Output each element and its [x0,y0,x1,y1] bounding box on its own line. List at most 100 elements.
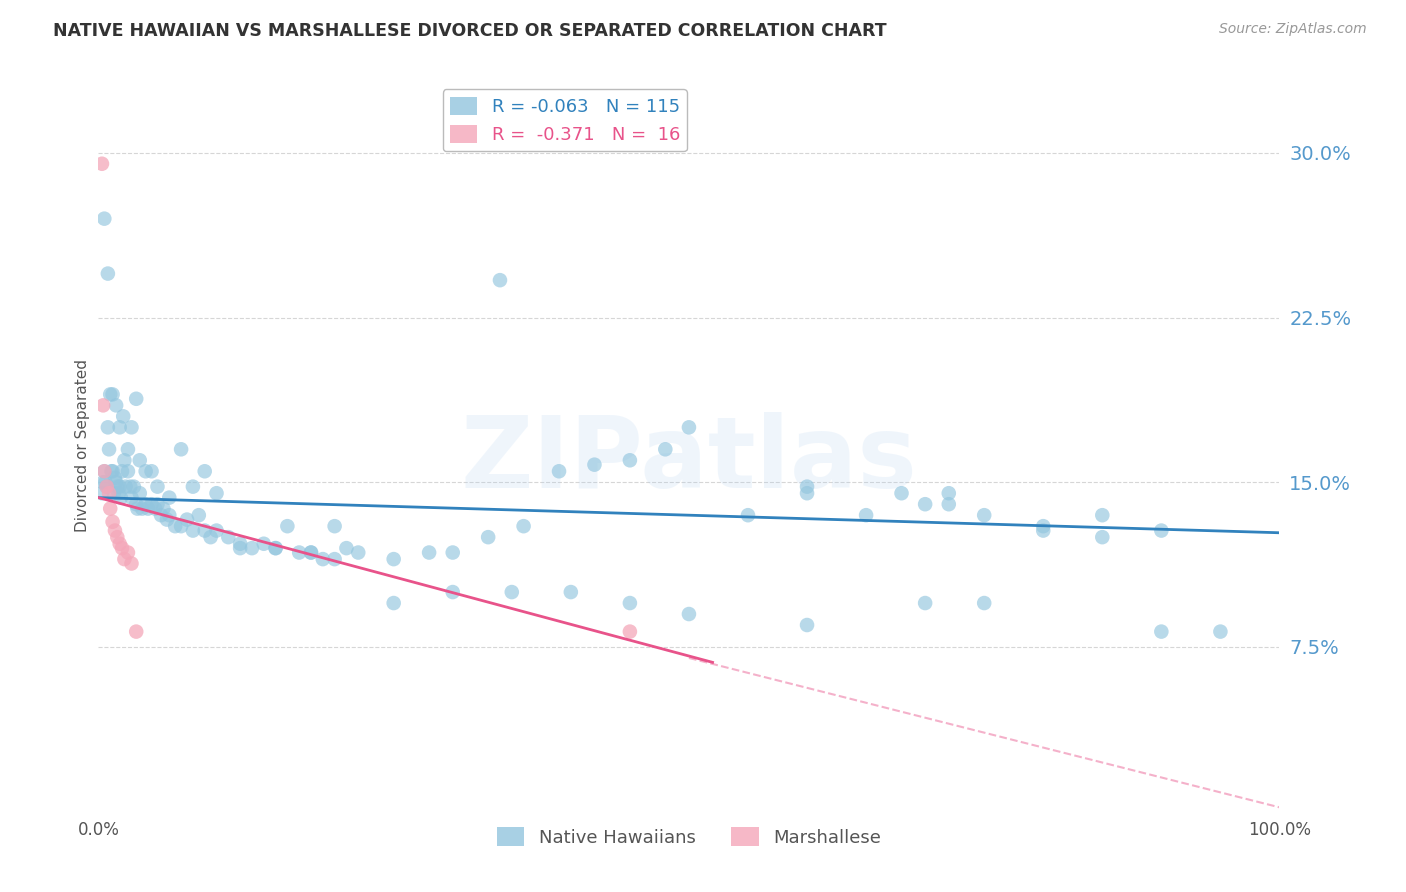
Point [217,530,239,544]
Point [91,157,114,171]
Point [93,464,115,478]
Point [117,545,139,559]
Point [121,491,143,505]
Point [678,607,700,621]
Point [855,508,877,523]
Point [229,541,252,556]
Point [146,480,169,494]
Point [111,541,134,556]
Point [157,508,180,523]
Point [128,453,150,467]
Point [1091,508,1114,523]
Point [105,480,128,494]
Legend: Native Hawaiians, Marshallese: Native Hawaiians, Marshallese [489,820,889,854]
Text: ZIPatlas: ZIPatlas [461,412,917,509]
Point [914,596,936,610]
Text: NATIVE HAWAIIAN VS MARSHALLESE DIVORCED OR SEPARATED CORRELATION CHART: NATIVE HAWAIIAN VS MARSHALLESE DIVORCED … [53,22,887,40]
Point [938,497,960,511]
Point [181,524,204,538]
Point [108,537,131,551]
Text: Source: ZipAtlas.com: Source: ZipAtlas.com [1219,22,1367,37]
Point [382,596,405,610]
Point [93,211,115,226]
Point [96,480,118,494]
Point [112,453,135,467]
Point [890,486,912,500]
Point [146,497,169,511]
Point [101,464,124,478]
Point [548,464,571,478]
Point [1032,524,1054,538]
Point [382,552,405,566]
Point [135,464,157,478]
Point [187,508,209,523]
Point [91,398,114,412]
Point [105,475,128,490]
Point [264,541,287,556]
Point [98,501,121,516]
Point [1209,624,1232,639]
Point [141,464,163,478]
Point [512,519,534,533]
Point [104,471,127,485]
Point [125,392,148,406]
Point [96,480,118,494]
Point [264,541,287,556]
Point [141,497,163,511]
Point [176,512,198,526]
Point [125,624,148,639]
Point [619,453,641,467]
Point [107,486,129,500]
Point [156,512,179,526]
Point [105,530,128,544]
Point [152,501,174,516]
Point [973,596,995,610]
Point [128,486,150,500]
Point [560,585,582,599]
Point [312,552,335,566]
Point [276,519,298,533]
Y-axis label: Divorced or Separated: Divorced or Separated [75,359,90,533]
Point [110,491,132,505]
Point [914,497,936,511]
Point [1150,624,1173,639]
Point [299,545,322,559]
Point [136,501,159,516]
Point [97,267,120,281]
Point [98,387,121,401]
Point [117,442,139,457]
Point [583,458,606,472]
Point [323,552,346,566]
Point [678,420,700,434]
Point [165,519,187,533]
Point [194,524,217,538]
Point [117,464,139,478]
Point [323,519,346,533]
Point [143,501,166,516]
Point [114,480,136,494]
Point [105,398,128,412]
Point [170,442,193,457]
Point [100,464,122,478]
Point [501,585,523,599]
Point [796,480,818,494]
Point [97,420,120,434]
Point [135,497,157,511]
Point [120,480,142,494]
Point [157,491,180,505]
Point [619,624,641,639]
Point [103,486,125,500]
Point [229,537,252,551]
Point [240,541,263,556]
Point [194,464,217,478]
Point [205,486,228,500]
Point [94,475,117,490]
Point [418,545,440,559]
Point [796,486,818,500]
Point [112,409,135,424]
Point [98,442,121,457]
Point [441,545,464,559]
Point [441,585,464,599]
Point [619,596,641,610]
Point [489,273,512,287]
